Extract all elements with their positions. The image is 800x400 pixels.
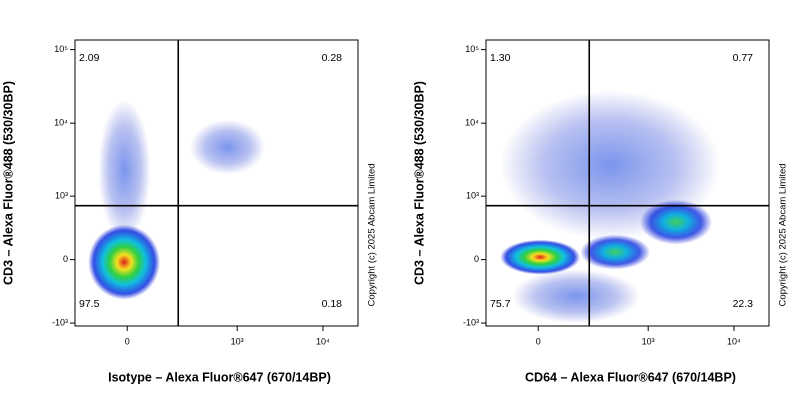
x-tick-label: 0 — [125, 336, 130, 346]
y-tick-label: 0 — [474, 254, 479, 264]
copyright: Copyright (c) 2025 Abcam Limited — [778, 163, 789, 306]
quadrant-percent: 1.30 — [490, 52, 511, 64]
y-tick-label: 0 — [63, 254, 68, 264]
quadrant-percent: 0.28 — [322, 52, 343, 64]
density-cloud — [512, 269, 640, 324]
density-cloud — [500, 239, 581, 275]
y-tick-label: 10³ — [466, 191, 479, 201]
y-tick-label: 10⁵ — [54, 44, 68, 54]
x-axis-label: CD64 – Alexa Fluor®647 (670/14BP) — [525, 370, 736, 384]
quadrant-percent: 22.3 — [733, 298, 754, 310]
x-tick-label: 10⁴ — [316, 336, 330, 346]
plot-frame — [74, 39, 359, 327]
density-cloud — [580, 234, 651, 270]
quadrant-percent: 2.09 — [79, 52, 100, 64]
density-cloud — [98, 99, 151, 240]
y-tick-label: 10³ — [55, 191, 68, 201]
quadrant-percent: 75.7 — [490, 298, 511, 310]
x-tick-label: 10⁴ — [727, 336, 741, 346]
density-cloud — [639, 199, 713, 245]
y-tick-label: 10⁴ — [54, 118, 68, 128]
x-axis-label: Isotype – Alexa Fluor®647 (670/14BP) — [108, 370, 331, 384]
y-tick-label: -10³ — [52, 317, 68, 327]
y-axis-label: CD3 – Alexa Fluor®488 (530/30BP) — [1, 81, 15, 285]
density-cloud — [88, 224, 161, 300]
y-tick-label: -10³ — [463, 317, 479, 327]
copyright: Copyright (c) 2025 Abcam Limited — [367, 163, 378, 306]
y-tick-label: 10⁵ — [465, 44, 479, 54]
x-tick-label: 10³ — [231, 336, 244, 346]
quadrant-percent: 0.18 — [322, 298, 343, 310]
quadrant-percent: 97.5 — [79, 298, 100, 310]
density-cloud — [190, 119, 265, 175]
y-tick-label: 10⁴ — [465, 118, 479, 128]
x-tick-label: 0 — [536, 336, 541, 346]
quadrant-percent: 0.77 — [733, 52, 754, 64]
plot-frame — [485, 39, 770, 327]
x-tick-label: 10³ — [642, 336, 655, 346]
y-axis-label: CD3 – Alexa Fluor®488 (530/30BP) — [412, 81, 426, 285]
